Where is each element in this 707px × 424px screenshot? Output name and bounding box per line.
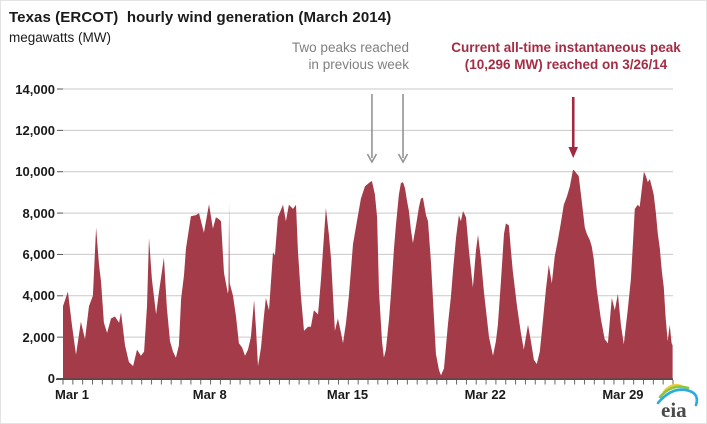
x-axis-label: Mar 29 bbox=[602, 387, 644, 402]
y-axis-label: 2,000 bbox=[22, 329, 55, 345]
eia-logo-green-arc bbox=[658, 385, 690, 399]
gray-arrow-head-icon bbox=[397, 153, 409, 164]
y-axis-label: 10,000 bbox=[15, 164, 55, 180]
eia-logo-text: eia bbox=[661, 398, 687, 421]
y-axis-units-label: megawatts (MW) bbox=[9, 30, 112, 45]
annotation-two-peaks: Two peaks reached in previous week bbox=[292, 39, 409, 73]
y-axis-label: 8,000 bbox=[22, 205, 55, 221]
annotation-record-peak: Current all-time instantaneous peak (10,… bbox=[432, 39, 700, 73]
y-axis-label: 12,000 bbox=[15, 122, 55, 138]
x-axis-label: Mar 1 bbox=[55, 387, 89, 402]
annotation-two-peaks-line1: Two peaks reached bbox=[291, 40, 409, 55]
y-axis-label: 6,000 bbox=[22, 246, 55, 262]
y-axis-label: 4,000 bbox=[22, 288, 55, 304]
annotation-two-peaks-line2: in previous week bbox=[308, 57, 409, 72]
gray-arrow-head-icon bbox=[366, 153, 378, 164]
y-axis-label: 0 bbox=[47, 371, 55, 386]
page-title: Texas (ERCOT) hourly wind generation (Ma… bbox=[9, 9, 392, 26]
x-axis-label: Mar 15 bbox=[326, 387, 369, 402]
wind-generation-area-series bbox=[63, 169, 673, 379]
x-axis-label: Mar 8 bbox=[192, 387, 227, 402]
red-arrow-head-icon bbox=[568, 147, 579, 158]
y-axis-label: 14,000 bbox=[15, 81, 55, 97]
x-axis-label: Mar 22 bbox=[464, 387, 506, 402]
eia-logo: eia bbox=[656, 383, 699, 421]
eia-logo-blue-arc bbox=[656, 388, 699, 407]
annotation-record-peak-line2: (10,296 MW) reached on 3/26/14 bbox=[464, 57, 668, 72]
annotation-record-peak-line1: Current all-time instantaneous peak bbox=[451, 40, 681, 55]
